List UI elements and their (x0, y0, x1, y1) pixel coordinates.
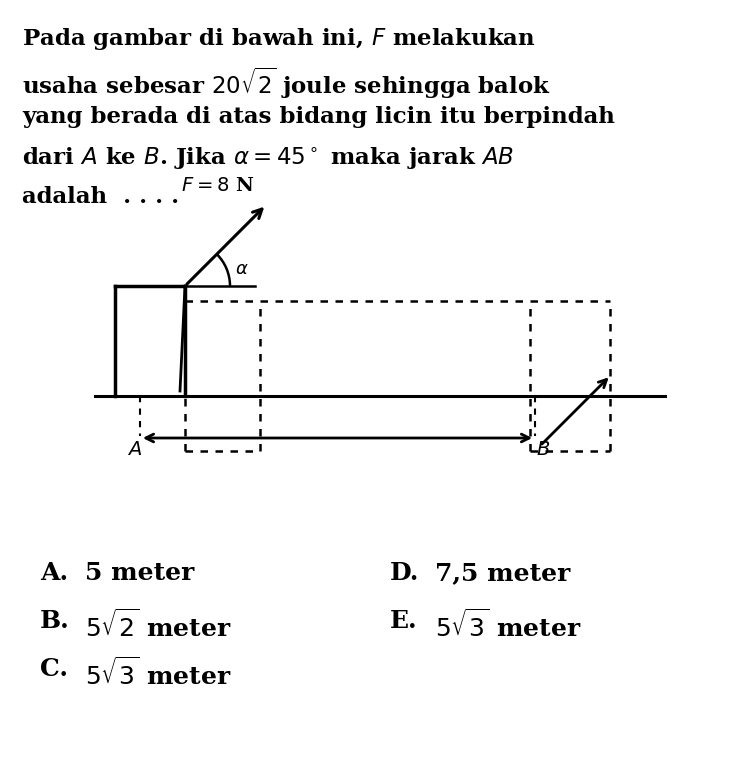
Text: B.: B. (40, 609, 70, 633)
Text: 5 meter: 5 meter (85, 561, 195, 585)
Text: $5\sqrt{3}$ meter: $5\sqrt{3}$ meter (85, 657, 231, 690)
Text: adalah  . . . .: adalah . . . . (22, 186, 179, 208)
Text: $F = 8$ N: $F = 8$ N (181, 177, 254, 194)
Text: usaha sebesar $20\sqrt{2}$ joule sehingga balok: usaha sebesar $20\sqrt{2}$ joule sehingg… (22, 66, 551, 102)
Text: $A$: $A$ (127, 441, 143, 459)
Text: D.: D. (390, 561, 419, 585)
Text: $B$: $B$ (536, 441, 550, 459)
Text: $5\sqrt{3}$ meter: $5\sqrt{3}$ meter (435, 609, 581, 642)
Text: C.: C. (40, 657, 68, 681)
Text: 7,5 meter: 7,5 meter (435, 561, 570, 585)
Text: E.: E. (390, 609, 418, 633)
Text: yang berada di atas bidang licin itu berpindah: yang berada di atas bidang licin itu ber… (22, 106, 615, 128)
Text: Pada gambar di bawah ini, $F$ melakukan: Pada gambar di bawah ini, $F$ melakukan (22, 26, 536, 52)
Text: $5\sqrt{2}$ meter: $5\sqrt{2}$ meter (85, 609, 231, 642)
Text: A.: A. (40, 561, 68, 585)
Text: $\alpha$: $\alpha$ (235, 260, 249, 278)
Text: dari $A$ ke $B$. Jika $\alpha = 45^\circ$ maka jarak $AB$: dari $A$ ke $B$. Jika $\alpha = 45^\circ… (22, 146, 514, 172)
